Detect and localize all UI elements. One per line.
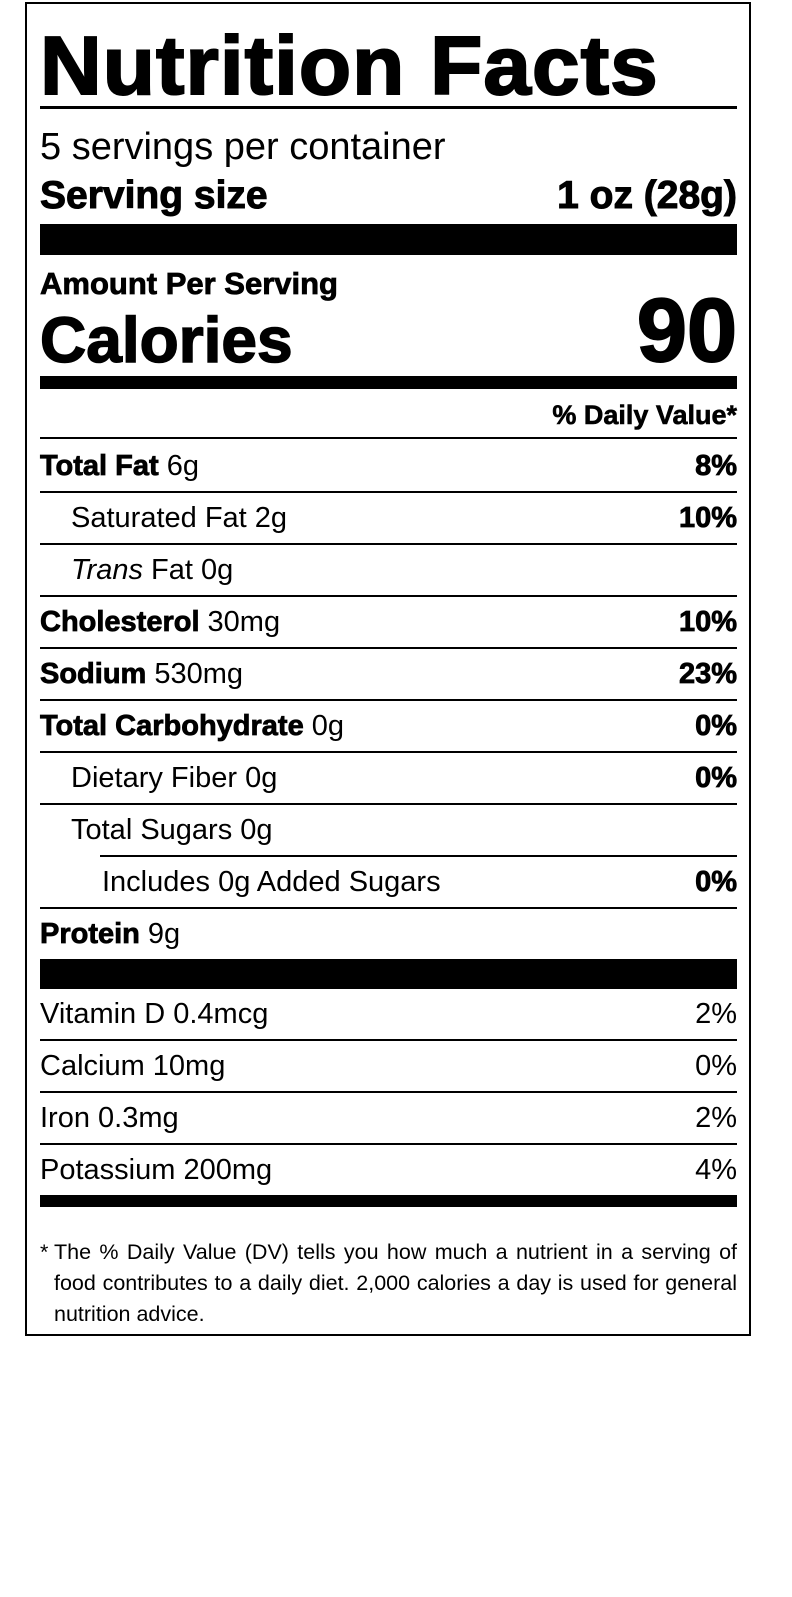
nutrient-amount: 0g <box>240 813 273 846</box>
nutrient-row-total-sugars: Total Sugars 0g <box>40 805 737 857</box>
serving-size-label: Serving size <box>40 174 269 218</box>
nutrient-row-total-fat: Total Fat 6g 8% <box>40 441 737 493</box>
nutrient-name: Dietary Fiber <box>71 761 237 794</box>
nutrient-dv: 10% <box>678 501 738 534</box>
medium-divider <box>40 1195 737 1207</box>
servings-per-container: 5 servings per container <box>40 126 446 168</box>
divider <box>40 106 737 109</box>
nutrient-dv: 0% <box>695 761 738 794</box>
serving-size-value: 1 oz (28g) <box>557 174 738 218</box>
nutrient-row-added-sugars: Includes 0g Added Sugars 0% <box>40 857 737 909</box>
daily-value-header: % Daily Value* <box>552 400 737 431</box>
vitamin-dv: 2% <box>695 997 737 1030</box>
vitamin-row-potassium: Potassium 200mg 4% <box>40 1145 737 1195</box>
nutrient-name: Sodium <box>40 657 147 690</box>
nutrient-dv: 8% <box>695 449 738 482</box>
amount-per-serving: Amount Per Serving <box>40 266 339 302</box>
vitamin-row-vitamin-d: Vitamin D 0.4mcg 2% <box>40 989 737 1041</box>
nutrient-name: Total Fat <box>40 449 159 482</box>
nutrient-amount: 2g <box>254 501 288 534</box>
nutrient-row-total-carbohydrate: Total Carbohydrate 0g 0% <box>40 701 737 753</box>
nutrient-dv: 10% <box>678 605 738 638</box>
footnote: * The % Daily Value (DV) tells you how m… <box>40 1237 737 1330</box>
nutrient-row-cholesterol: Cholesterol 30mg 10% <box>40 597 737 649</box>
nutrient-row-dietary-fiber: Dietary Fiber 0g 0% <box>40 753 737 805</box>
nutrient-name: Protein <box>40 917 141 950</box>
nutrient-row-saturated-fat: Saturated Fat 2g 10% <box>40 493 737 545</box>
calories-value: 90 <box>636 281 738 381</box>
nutrient-amount: 6g <box>166 449 199 482</box>
nutrient-row-sodium: Sodium 530mg 23% <box>40 649 737 701</box>
nutrient-amount: 9g <box>147 917 181 950</box>
nutrient-amount: 0g <box>201 553 234 586</box>
calories-label: Calories <box>39 304 293 376</box>
vitamin-name: Calcium 10mg <box>40 1049 226 1082</box>
nutrient-list: Total Fat 6g 8% Saturated Fat 2g 10% Tran… <box>40 441 737 1207</box>
vitamin-name: Iron 0.3mg <box>40 1101 179 1134</box>
medium-divider <box>40 376 737 389</box>
thick-divider <box>40 959 737 989</box>
vitamin-row-calcium: Calcium 10mg 0% <box>40 1041 737 1093</box>
nutrient-dv: 0% <box>695 865 738 898</box>
nutrient-amount: 30mg <box>207 605 281 638</box>
vitamin-dv: 4% <box>695 1153 737 1186</box>
nutrient-name: Cholesterol <box>40 605 200 638</box>
nutrient-amount: 0g <box>311 709 344 742</box>
footnote-asterisk: * <box>40 1240 49 1264</box>
thick-divider <box>40 224 737 255</box>
nutrient-amount: 530mg <box>154 657 244 690</box>
serving-size-row: Serving size 1 oz (28g) <box>40 174 738 218</box>
nutrient-name-italic: Trans <box>71 553 143 586</box>
nutrient-row-trans-fat: Trans Fat 0g <box>40 545 737 597</box>
footnote-text: The % Daily Value (DV) tells you how muc… <box>54 1240 737 1326</box>
nutrient-dv: 23% <box>678 657 738 690</box>
label-title: Nutrition Facts <box>39 18 659 113</box>
nutrient-name: Saturated Fat <box>71 501 247 534</box>
nutrient-name: Total Carbohydrate <box>40 709 305 742</box>
vitamin-name: Vitamin D 0.4mcg <box>40 997 269 1030</box>
nutrient-name: Includes 0g Added Sugars <box>102 865 441 898</box>
nutrient-row-protein: Protein 9g <box>40 909 737 959</box>
calories-row: Calories 90 <box>39 281 738 381</box>
nutrition-facts-label: Nutrition Facts 5 servings per container… <box>25 2 751 1336</box>
nutrient-dv: 0% <box>695 709 738 742</box>
nutrient-name: Total Sugars <box>71 813 233 846</box>
vitamin-dv: 2% <box>695 1101 737 1134</box>
nutrient-amount: 0g <box>245 761 278 794</box>
divider <box>40 437 737 439</box>
vitamin-row-iron: Iron 0.3mg 2% <box>40 1093 737 1145</box>
vitamin-name: Potassium 200mg <box>40 1153 273 1186</box>
vitamin-dv: 0% <box>695 1049 737 1082</box>
nutrient-name: Fat <box>151 553 193 586</box>
